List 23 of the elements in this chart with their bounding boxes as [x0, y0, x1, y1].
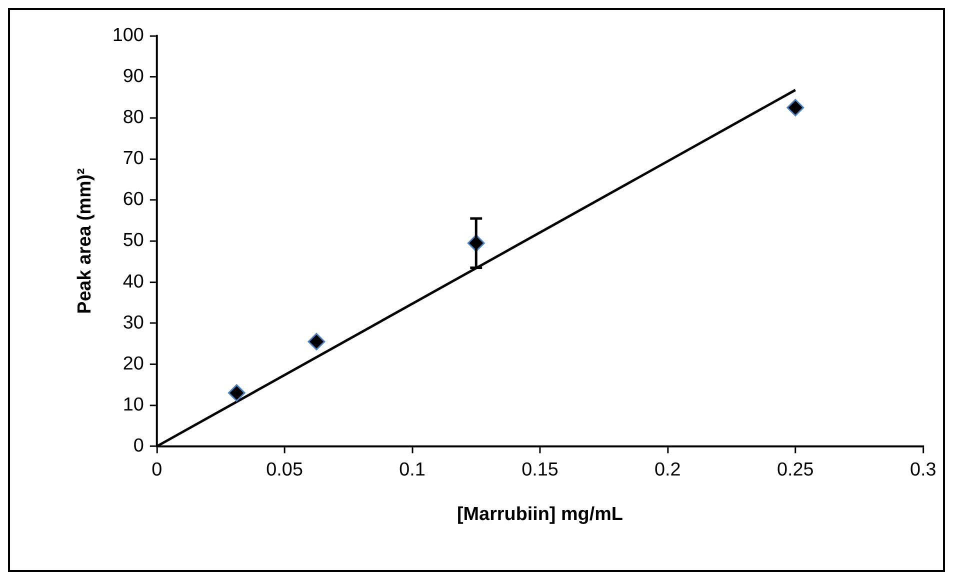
y-tick-label: 70 [122, 148, 144, 170]
y-tick-label: 60 [122, 189, 144, 210]
point [786, 98, 804, 116]
y-tick-label: 10 [122, 394, 144, 416]
y-tick-label: 50 [122, 230, 144, 252]
x-tick-label: 0.05 [266, 460, 303, 481]
y-tick-label: 100 [112, 25, 144, 46]
y-tick-label: 20 [122, 353, 144, 374]
y-tick-label: 0 [133, 436, 144, 456]
x-tick-label: 0 [152, 460, 162, 481]
y-tick-label: 40 [122, 271, 144, 292]
point [308, 332, 326, 350]
y-axis-title: Peak area (mm)² [74, 168, 96, 314]
point [228, 384, 246, 402]
x-tick-label: 0.1 [399, 460, 426, 481]
x-tick-label: 0.25 [776, 460, 814, 481]
x-tick-label: 0.3 [910, 460, 936, 481]
y-tick-label: 90 [122, 66, 144, 88]
x-tick-label: 0.2 [654, 460, 681, 481]
y-tick-label: 80 [122, 107, 144, 128]
y-tick-label: 30 [122, 312, 144, 334]
x-axis-title: [Marrubiin] mg/mL [457, 504, 623, 526]
x-tick-label: 0.15 [522, 460, 558, 481]
